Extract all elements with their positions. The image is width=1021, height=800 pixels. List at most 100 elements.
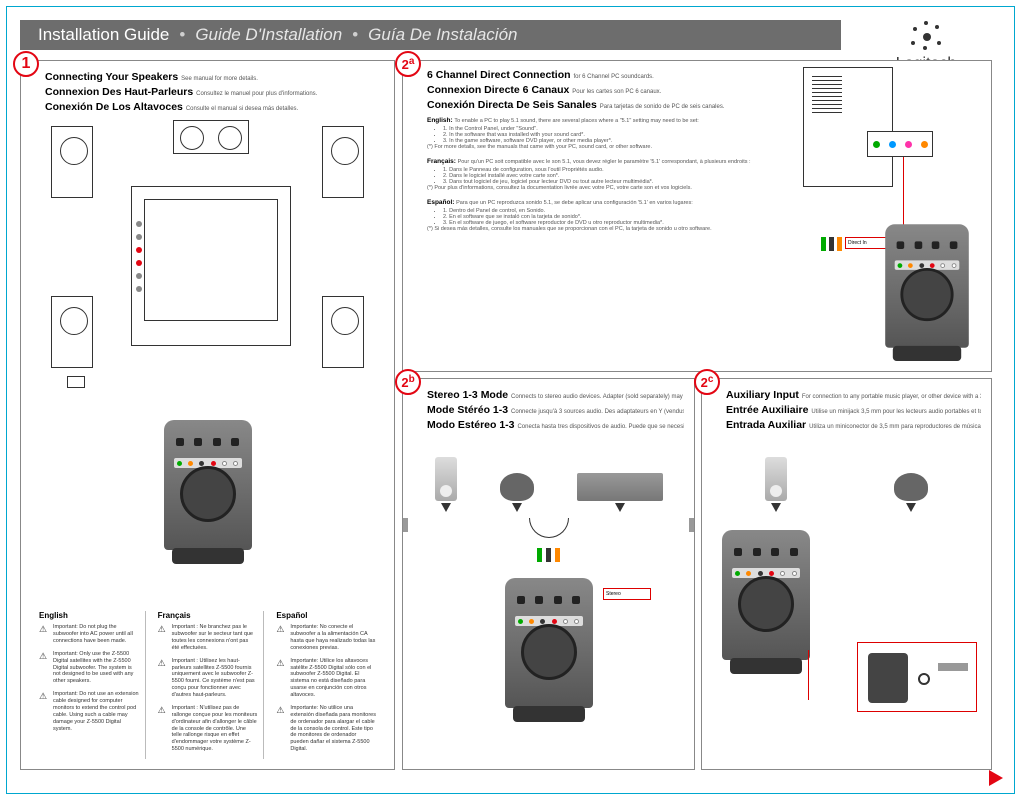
callout-direct-in: Direct In xyxy=(845,237,887,249)
notes-heading-fr: Français xyxy=(158,611,258,620)
notes-heading-es: Español xyxy=(276,611,376,620)
p2a-fr-intro: Pour qu'un PC soit compatible avec le so… xyxy=(458,159,751,165)
callout-line xyxy=(808,650,809,700)
p2c-sub-en: For connection to any portable music pla… xyxy=(802,394,981,400)
document-header: Installation Guide • Guide D'Installatio… xyxy=(20,20,841,50)
notes-heading-en: English xyxy=(39,611,139,620)
p1-title-en: Connecting Your Speakers xyxy=(45,71,178,83)
warning-icon xyxy=(39,624,49,634)
important-notes: English Important: Do not plug the subwo… xyxy=(21,603,394,769)
panel-step-2b: 2b Stereo 1-3 Mode Connects to stereo au… xyxy=(402,378,695,770)
p1-sub-en: See manual for more details. xyxy=(181,76,258,82)
p2b-title-en: Stereo 1-3 Mode xyxy=(427,389,508,401)
speaker-wiring-diagram xyxy=(21,120,394,603)
note-text: Important: Only use the Z-5500 Digital s… xyxy=(53,651,139,685)
note-text: Important : Utilisez les haut-parleurs s… xyxy=(172,658,258,699)
note-text: Importante: No conecte el subwoofer a la… xyxy=(290,624,376,652)
dvd-player-icon xyxy=(577,473,663,501)
source-devices-row xyxy=(413,444,684,514)
pc-tower-icon xyxy=(803,67,893,187)
step-badge-2c: 2c xyxy=(694,369,720,395)
p2a-en-foot: (*) For more details, see the manuals th… xyxy=(427,144,783,150)
p1-title-fr: Connexion Des Haut-Parleurs xyxy=(45,86,193,98)
arrow-down-icon xyxy=(906,503,916,512)
device-icon xyxy=(894,473,928,501)
panel-step-2c: 2c Auxiliary Input For connection to any… xyxy=(701,378,992,770)
device-icon xyxy=(500,473,534,501)
p2a-fr-foot: (*) Pour plus d'informations, consultez … xyxy=(427,185,783,191)
warning-icon xyxy=(276,658,286,668)
panel1-titles: Connecting Your Speakers See manual for … xyxy=(21,61,394,120)
callout-stereo: Stereo xyxy=(603,588,651,600)
notes-col-fr: Français Important : Ne branchez pas le … xyxy=(152,611,265,759)
arrow-down-icon xyxy=(771,503,781,512)
header-title-en: Installation Guide xyxy=(38,25,169,45)
next-page-arrow-icon xyxy=(989,770,1003,786)
step-badge-2b: 2b xyxy=(395,369,421,395)
center-speaker-icon xyxy=(173,120,249,154)
warning-icon xyxy=(39,651,49,661)
panel-step-2a: 2a 6 Channel Direct Connection for 6 Cha… xyxy=(402,60,992,372)
note-text: Important : Ne branchez pas le subwoofer… xyxy=(172,624,258,652)
power-plug-icon xyxy=(67,376,85,388)
satellite-speaker-icon xyxy=(51,126,93,198)
panel-step-1: 1 Connecting Your Speakers See manual fo… xyxy=(20,60,395,770)
p1-title-es: Conexión De Los Altavoces xyxy=(45,101,183,113)
p2a-es-intro: Para que un PC reproduzca sonido 5.1, se… xyxy=(456,200,693,206)
control-pod-icon xyxy=(722,530,810,660)
note-text: Important : N'utilisez pas de rallonge c… xyxy=(172,705,258,753)
p2a-text-block: 6 Channel Direct Connection for 6 Channe… xyxy=(403,61,791,371)
control-pod-icon xyxy=(505,578,593,708)
p2b-sub-en: Connects to stereo audio devices. Adapte… xyxy=(511,394,684,400)
notes-col-en: English Important: Do not plug the subwo… xyxy=(33,611,146,759)
note-text: Importante: No utilice una extensión dis… xyxy=(290,705,376,753)
control-pod-icon xyxy=(885,224,969,348)
warning-icon xyxy=(39,691,49,701)
satellite-speaker-icon xyxy=(322,126,364,198)
aux-input-closeup xyxy=(857,642,977,712)
header-sep: • xyxy=(352,25,358,45)
step-badge-1: 1 xyxy=(13,51,39,77)
satellite-speaker-icon xyxy=(322,296,364,368)
p2c-title-es: Entrada Auxiliar xyxy=(726,419,806,431)
p2c-sub-es: Utiliza un miniconector de 3,5 mm para r… xyxy=(809,424,981,430)
warning-icon xyxy=(276,705,286,715)
p2c-sub-fr: Utilise un minijack 3,5 mm pour les lect… xyxy=(811,409,981,415)
p2a-sub-en: for 6 Channel PC soundcards. xyxy=(573,74,653,80)
note-text: Important: Do not use an extension cable… xyxy=(53,691,139,732)
cable-plugs-icon xyxy=(821,237,842,251)
mp3-player-icon xyxy=(435,457,457,501)
p2a-en-label: English: xyxy=(427,117,453,124)
warning-icon xyxy=(158,658,168,668)
logo-icon xyxy=(909,19,943,53)
header-sep: • xyxy=(179,25,185,45)
satellite-speaker-icon xyxy=(51,296,93,368)
p2b-sub-fr: Connecte jusqu'à 3 sources audio. Des ad… xyxy=(511,409,684,415)
p2a-title-fr: Connexion Directe 6 Canaux xyxy=(427,84,569,96)
control-pod-icon xyxy=(164,420,252,550)
p2a-title-es: Conexión Directa De Seis Sanales xyxy=(427,99,597,111)
p2a-sub-fr: Pour les cartes son PC 6 canaux. xyxy=(572,89,661,95)
p1-sub-fr: Consultez le manuel pour plus d'informat… xyxy=(196,91,317,97)
soundcard-icon xyxy=(867,131,933,157)
mp3-player-icon xyxy=(765,457,787,501)
p2a-es-label: Español: xyxy=(427,199,454,206)
p2c-title-fr: Entrée Auxiliaire xyxy=(726,404,808,416)
p2c-title-en: Auxiliary Input xyxy=(726,389,799,401)
subwoofer-rear-icon xyxy=(131,186,291,346)
arrow-down-icon xyxy=(615,503,625,512)
warning-icon xyxy=(158,705,168,715)
header-title-fr: Guide D'Installation xyxy=(195,25,342,45)
header-title-es: Guía De Instalación xyxy=(368,25,517,45)
p1-sub-es: Consulte el manual si desea más detalles… xyxy=(186,106,298,112)
notes-col-es: Español Importante: No conecte el subwoo… xyxy=(270,611,382,759)
p2a-en-intro: To enable a PC to play 5.1 sound, there … xyxy=(454,118,699,124)
y-adapter-icon xyxy=(403,518,694,544)
p2b-title-es: Modo Estéreo 1-3 xyxy=(427,419,515,431)
p2b-title-fr: Mode Stéréo 1-3 xyxy=(427,404,508,416)
note-text: Importante: Utilice los altavoces satéli… xyxy=(290,658,376,699)
arrow-down-icon xyxy=(441,503,451,512)
p2b-sub-es: Conecta hasta tres dispositivos de audio… xyxy=(517,424,684,430)
p2a-illustration: Direct In xyxy=(791,61,991,371)
note-text: Important: Do not plug the subwoofer int… xyxy=(53,624,139,645)
